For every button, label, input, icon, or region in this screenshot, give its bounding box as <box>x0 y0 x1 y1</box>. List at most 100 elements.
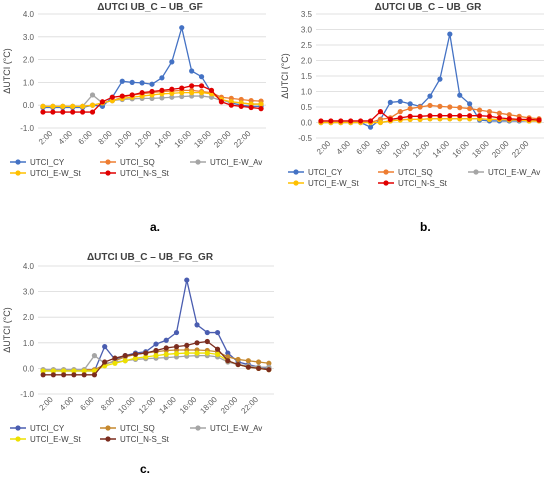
data-point-UTCI_CY <box>437 76 443 82</box>
data-point-UTCI_N-S_St <box>486 113 493 119</box>
x-tick-label: 6:00 <box>77 129 95 147</box>
y-tick-label: -0.5 <box>298 134 312 143</box>
legend-label: UTCI_E-W_St <box>308 179 359 188</box>
data-point-UTCI_SQ <box>437 103 443 109</box>
data-point-UTCI_CY <box>149 81 155 87</box>
legend-swatch-marker <box>15 170 21 176</box>
data-point-UTCI_E-W_St <box>40 368 46 374</box>
legend-label: UTCI_N-S_St <box>398 179 448 188</box>
chart-title: ΔUTCI UB_C – UB_FG_GR <box>87 252 214 263</box>
data-point-UTCI_N-S_St <box>437 113 443 119</box>
x-tick-label: 10:00 <box>391 139 412 160</box>
data-point-UTCI_CY <box>169 59 175 65</box>
data-point-UTCI_CY <box>153 341 159 347</box>
data-point-UTCI_CY <box>457 92 463 98</box>
data-point-UTCI_SQ <box>235 356 241 363</box>
legend-swatch-marker <box>105 436 111 442</box>
legend-swatch-marker <box>383 180 389 186</box>
chart-b: ΔUTCI UB_C – UB_GR ΔUTCI (°C) -0.5 0.0 0.5 1.… <box>280 2 544 188</box>
y-axis-label: ΔUTCI (°C) <box>280 53 290 99</box>
data-point-UTCI_N-S_St <box>214 346 221 352</box>
data-point-UTCI_E-W_St <box>61 368 67 374</box>
chart-title: ΔUTCI UB_C – UB_GF <box>97 2 203 13</box>
x-tick-label: 22:00 <box>232 129 253 150</box>
x-tick-label: 20:00 <box>212 129 233 150</box>
legend-label: UTCI_E-W_St <box>30 169 81 178</box>
data-point-UTCI_CY <box>189 68 195 74</box>
y-tick-label: 4.0 <box>23 10 35 19</box>
y-tick-label: 1.0 <box>23 78 35 87</box>
legend-swatch-marker <box>15 425 21 431</box>
legend-swatch-marker <box>383 169 389 175</box>
x-tick-label: 14:00 <box>157 395 178 416</box>
x-tick-label: 16:00 <box>178 395 199 416</box>
data-point-UTCI_CY <box>129 79 135 85</box>
data-point-UTCI_SQ <box>266 360 272 366</box>
data-point-UTCI_CY <box>179 25 185 31</box>
data-point-UTCI_CY <box>198 74 205 80</box>
y-tick-label: 3.5 <box>301 10 313 19</box>
x-tick-label: 16:00 <box>173 129 194 150</box>
x-tick-label: 6:00 <box>355 139 373 157</box>
x-tick-label: 14:00 <box>153 129 174 150</box>
legend-label: UTCI_SQ <box>398 168 433 177</box>
data-point-UTCI_N-S_St <box>153 347 159 354</box>
data-point-UTCI_E-W_St <box>204 350 210 356</box>
legend-swatch-marker <box>293 169 299 175</box>
data-point-UTCI_CY <box>214 329 221 336</box>
data-point-UTCI_CY <box>163 337 169 343</box>
data-point-UTCI_N-S_St <box>377 109 384 115</box>
data-point-UTCI_N-S_St <box>397 115 403 121</box>
data-point-UTCI_N-S_St <box>169 86 175 92</box>
legend-label: UTCI_SQ <box>120 424 155 433</box>
data-point-UTCI_E-W_St <box>173 350 180 357</box>
x-tick-label: 4:00 <box>58 395 76 413</box>
data-point-UTCI_CY <box>367 124 374 130</box>
data-point-UTCI_SQ <box>427 102 433 109</box>
data-point-UTCI_E-W_St <box>198 90 205 96</box>
x-tick-label: 18:00 <box>198 395 219 416</box>
data-point-UTCI_E-W_Av <box>91 353 98 359</box>
data-point-UTCI_N-S_St <box>328 118 334 124</box>
data-point-UTCI_N-S_St <box>50 372 56 378</box>
data-point-UTCI_CY <box>407 101 413 107</box>
y-tick-label: 2.0 <box>301 57 313 66</box>
legend-swatch-marker <box>195 425 201 431</box>
data-point-UTCI_N-S_St <box>194 340 200 346</box>
data-point-UTCI_N-S_St <box>506 116 512 122</box>
data-point-UTCI_N-S_St <box>536 117 542 123</box>
data-point-UTCI_N-S_St <box>198 83 205 89</box>
data-point-UTCI_N-S_St <box>179 85 185 91</box>
data-point-UTCI_CY <box>119 78 125 84</box>
data-point-UTCI_N-S_St <box>387 116 393 122</box>
caption-a: a. <box>150 220 161 234</box>
data-point-UTCI_N-S_St <box>70 109 76 115</box>
data-point-UTCI_N-S_St <box>132 351 139 357</box>
data-point-UTCI_E-W_St <box>112 360 118 366</box>
x-tick-label: 12:00 <box>133 129 154 150</box>
x-tick-label: 14:00 <box>431 139 452 160</box>
x-tick-label: 10:00 <box>116 395 137 416</box>
data-point-UTCI_SQ <box>397 109 403 115</box>
legend-swatch-marker <box>105 159 111 165</box>
data-point-UTCI_CY <box>102 344 108 350</box>
data-point-UTCI_N-S_St <box>238 103 244 109</box>
data-point-UTCI_E-W_St <box>60 103 66 109</box>
data-point-UTCI_N-S_St <box>338 118 344 124</box>
data-point-UTCI_N-S_St <box>248 104 254 111</box>
legend-label: UTCI_N-S_St <box>120 169 170 178</box>
data-point-UTCI_E-W_St <box>194 350 200 356</box>
data-point-UTCI_CY <box>184 277 190 283</box>
y-tick-label: 4.0 <box>23 262 35 271</box>
y-tick-label: 0.5 <box>301 103 313 112</box>
data-point-UTCI_N-S_St <box>256 365 262 371</box>
caption-b: b. <box>420 220 431 234</box>
x-tick-label: 2:00 <box>37 395 55 413</box>
y-tick-label: 1.5 <box>301 72 313 81</box>
data-point-UTCI_CY <box>139 80 145 86</box>
y-tick-label: 2.0 <box>23 56 35 65</box>
y-tick-label: -1.0 <box>20 124 34 133</box>
y-tick-label: -1.0 <box>20 390 34 399</box>
y-tick-label: 0.0 <box>23 101 35 110</box>
legend-label: UTCI_SQ <box>120 158 155 167</box>
